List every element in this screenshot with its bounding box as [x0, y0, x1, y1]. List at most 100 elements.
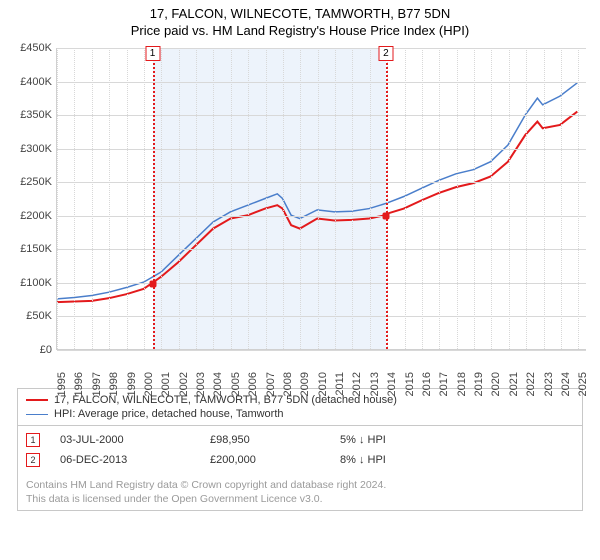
- event-list: 1 03-JUL-2000£98,9505% ↓ HPI 2 06-DEC-2013£…: [18, 426, 582, 474]
- x-axis-label: 2007: [265, 372, 277, 396]
- grid-v: [196, 48, 197, 349]
- grid-v: [561, 48, 562, 349]
- x-axis-label: 2005: [230, 372, 242, 396]
- y-axis-label: £300K: [8, 143, 52, 155]
- x-axis-label: 2013: [369, 372, 381, 396]
- event-diff: 5% ↓ HPI: [340, 434, 386, 446]
- legend-and-info: 17, FALCON, WILNECOTE, TAMWORTH, B77 5DN…: [17, 388, 583, 511]
- grid-v: [491, 48, 492, 349]
- grid-v: [74, 48, 75, 349]
- x-axis-label: 2011: [334, 372, 346, 396]
- legend-item: HPI: Average price, detached house, Tamw…: [26, 407, 574, 421]
- y-axis-label: £50K: [8, 310, 52, 322]
- grid-v: [439, 48, 440, 349]
- x-axis-label: 1999: [126, 372, 138, 396]
- event-row-marker: 2: [26, 453, 40, 467]
- license-text: Contains HM Land Registry data © Crown c…: [18, 474, 582, 510]
- grid-v: [370, 48, 371, 349]
- grid-v: [92, 48, 93, 349]
- x-axis-label: 2014: [386, 372, 398, 396]
- grid-h: [57, 149, 586, 150]
- legend-label: 17, FALCON, WILNECOTE, TAMWORTH, B77 5DN…: [54, 394, 397, 406]
- event-point-2: [382, 212, 389, 219]
- y-axis-label: £250K: [8, 176, 52, 188]
- x-axis-label: 2020: [490, 372, 502, 396]
- x-axis-label: 1998: [108, 372, 120, 396]
- event-date: 06-DEC-2013: [60, 454, 210, 466]
- grid-v: [352, 48, 353, 349]
- x-axis-label: 2003: [195, 372, 207, 396]
- event-date: 03-JUL-2000: [60, 434, 210, 446]
- grid-v: [161, 48, 162, 349]
- y-axis-label: £350K: [8, 109, 52, 121]
- x-axis-label: 2008: [282, 372, 294, 396]
- event-price: £98,950: [210, 434, 340, 446]
- legend-label: HPI: Average price, detached house, Tamw…: [54, 408, 284, 420]
- x-axis-label: 2006: [247, 372, 259, 396]
- x-axis-label: 2021: [508, 372, 520, 396]
- grid-v: [283, 48, 284, 349]
- y-axis-label: £150K: [8, 243, 52, 255]
- x-axis-label: 2009: [299, 372, 311, 396]
- event-row-2: 2 06-DEC-2013£200,0008% ↓ HPI: [26, 450, 574, 470]
- x-axis-label: 1997: [91, 372, 103, 396]
- grid-v: [318, 48, 319, 349]
- grid-v: [248, 48, 249, 349]
- chart-area: 12 £0£50K£100K£150K£200K£250K£300K£350K£…: [8, 44, 592, 384]
- x-axis-label: 2018: [456, 372, 468, 396]
- grid-h: [57, 316, 586, 317]
- event-marker-1: 1: [145, 46, 160, 61]
- x-axis-label: 1995: [56, 372, 68, 396]
- y-axis-label: £400K: [8, 76, 52, 88]
- grid-v: [231, 48, 232, 349]
- grid-h: [57, 182, 586, 183]
- grid-v: [422, 48, 423, 349]
- x-axis-label: 2010: [317, 372, 329, 396]
- license-line-1: Contains HM Land Registry data © Crown c…: [26, 478, 574, 492]
- grid-v: [213, 48, 214, 349]
- grid-v: [544, 48, 545, 349]
- event-price: £200,000: [210, 454, 340, 466]
- event-row-marker: 1: [26, 433, 40, 447]
- grid-h: [57, 82, 586, 83]
- grid-v: [335, 48, 336, 349]
- chart-subtitle: Price paid vs. HM Land Registry's House …: [8, 23, 592, 38]
- license-line-2: This data is licensed under the Open Gov…: [26, 492, 574, 506]
- y-axis-label: £200K: [8, 210, 52, 222]
- x-axis-label: 2019: [473, 372, 485, 396]
- grid-v: [109, 48, 110, 349]
- grid-h: [57, 216, 586, 217]
- legend-swatch: [26, 399, 48, 401]
- x-axis-label: 2000: [143, 372, 155, 396]
- x-axis-label: 2017: [438, 372, 450, 396]
- grid-v: [144, 48, 145, 349]
- grid-h: [57, 249, 586, 250]
- x-axis-label: 2001: [160, 372, 172, 396]
- grid-v: [127, 48, 128, 349]
- x-axis-label: 2016: [421, 372, 433, 396]
- grid-v: [509, 48, 510, 349]
- x-axis-label: 2023: [543, 372, 555, 396]
- y-axis-label: £450K: [8, 42, 52, 54]
- x-axis-label: 2025: [577, 372, 589, 396]
- plot-region: 12: [56, 48, 586, 350]
- y-axis-label: £0: [8, 344, 52, 356]
- event-line-1: [153, 48, 155, 349]
- event-marker-2: 2: [378, 46, 393, 61]
- grid-v: [266, 48, 267, 349]
- grid-v: [405, 48, 406, 349]
- grid-v: [57, 48, 58, 349]
- grid-v: [300, 48, 301, 349]
- chart-title: 17, FALCON, WILNECOTE, TAMWORTH, B77 5DN: [8, 6, 592, 21]
- grid-h: [57, 115, 586, 116]
- x-axis-label: 2024: [560, 372, 572, 396]
- x-axis-label: 2022: [525, 372, 537, 396]
- grid-h: [57, 48, 586, 49]
- event-line-2: [386, 48, 388, 349]
- event-diff: 8% ↓ HPI: [340, 454, 386, 466]
- grid-h: [57, 283, 586, 284]
- x-axis-label: 2002: [178, 372, 190, 396]
- y-axis-label: £100K: [8, 277, 52, 289]
- grid-v: [457, 48, 458, 349]
- grid-h: [57, 350, 586, 351]
